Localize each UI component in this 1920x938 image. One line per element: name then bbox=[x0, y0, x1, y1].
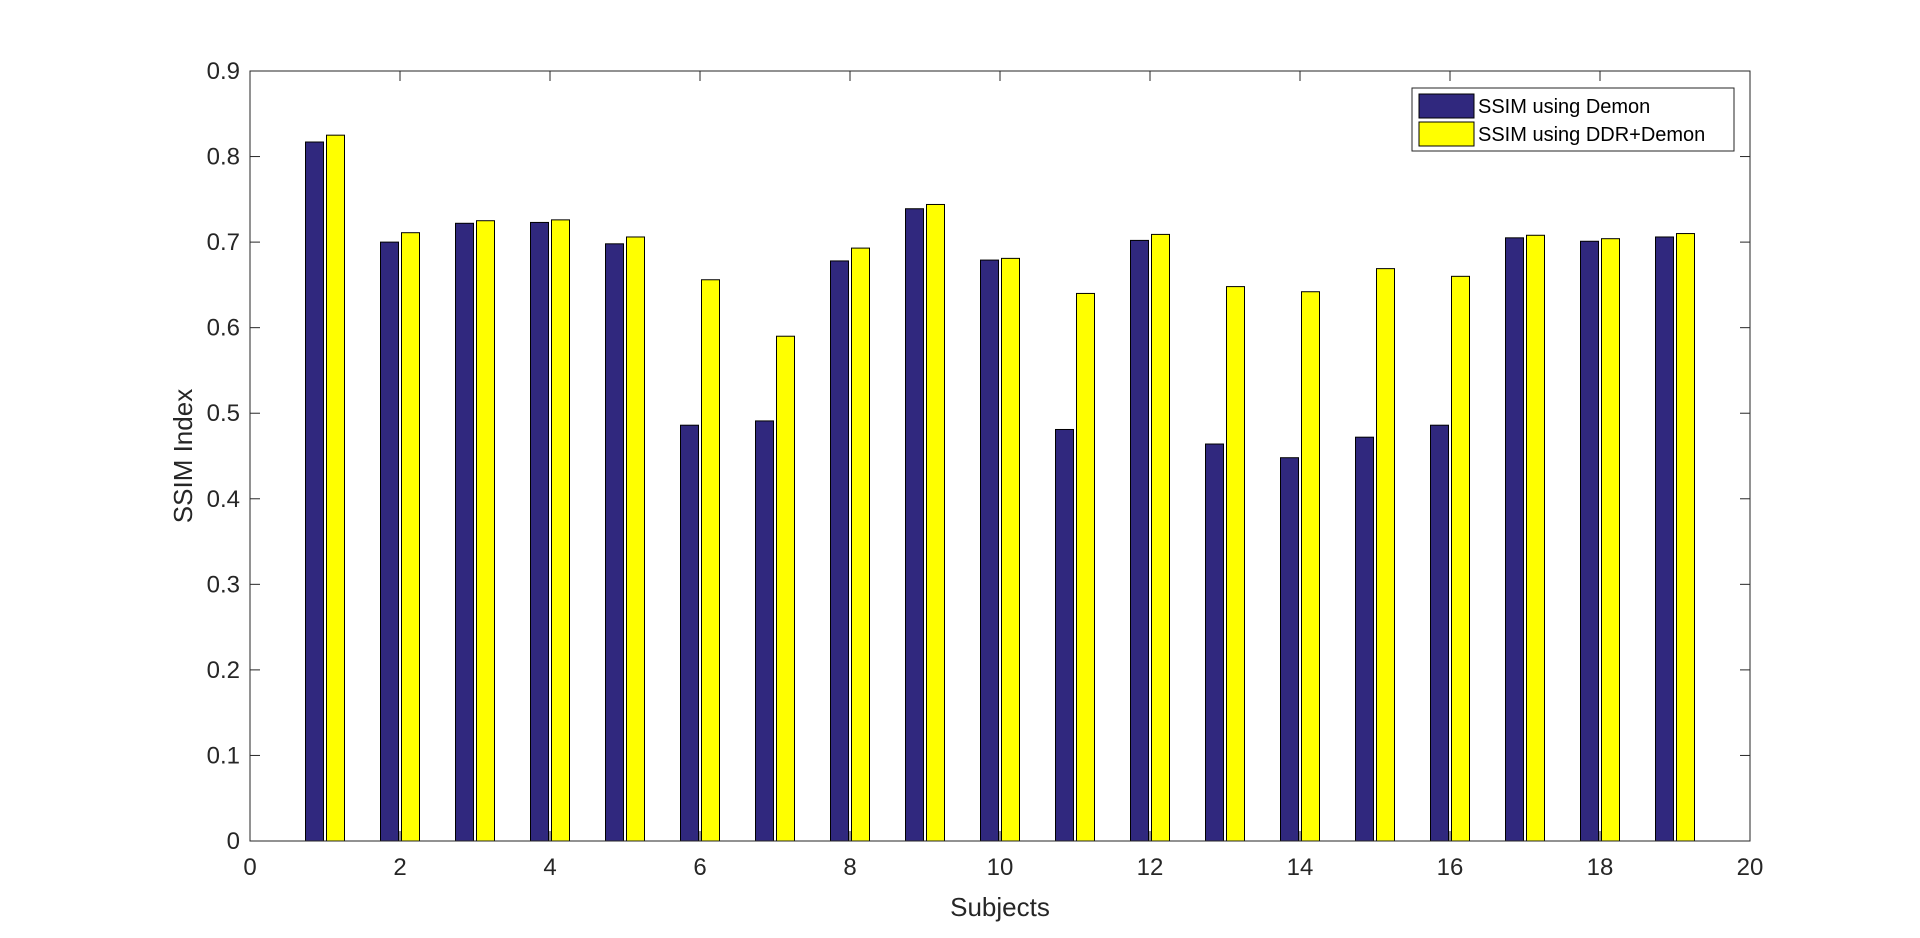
bar-ddr-demon bbox=[776, 335, 795, 842]
bar-demon bbox=[605, 243, 624, 842]
bar-demon bbox=[905, 208, 924, 842]
x-tick-label: 16 bbox=[1437, 854, 1464, 881]
bar-ddr-demon bbox=[1001, 257, 1020, 842]
bar-demon bbox=[1205, 443, 1224, 842]
bar-ddr-demon bbox=[1526, 234, 1545, 842]
bar-ddr-demon bbox=[1451, 275, 1470, 842]
bar-ddr-demon bbox=[701, 279, 720, 842]
bar-demon bbox=[380, 241, 399, 842]
bar-ddr-demon bbox=[626, 236, 645, 842]
x-tick-label: 6 bbox=[693, 854, 706, 881]
bar-demon bbox=[455, 222, 474, 842]
bar-demon bbox=[1055, 428, 1074, 842]
bar-demon bbox=[530, 221, 549, 842]
legend-label-demon: SSIM using Demon bbox=[1478, 96, 1650, 118]
y-tick-label: 0.1 bbox=[207, 742, 240, 769]
bar-ddr-demon bbox=[1376, 268, 1395, 842]
tick-labels-group: 0 2 4 6 8 10 12 14 16 18 20 0 0.1 0.2 0.3 0.4 0.5 0.6 0.7 0… bbox=[207, 58, 1764, 881]
axes-box bbox=[249, 70, 1751, 842]
bar-ddr-demon bbox=[551, 219, 570, 842]
bar-demon bbox=[1655, 236, 1674, 842]
bar-demon bbox=[1130, 239, 1149, 842]
x-tick-label: 20 bbox=[1737, 854, 1764, 881]
y-tick-label: 0.3 bbox=[207, 571, 240, 598]
y-tick-label: 0.6 bbox=[207, 315, 240, 342]
y-tick-label: 0.9 bbox=[207, 58, 240, 85]
bars-group bbox=[305, 134, 1695, 842]
x-tick-label: 10 bbox=[987, 854, 1014, 881]
y-tick-label: 0.7 bbox=[207, 229, 240, 256]
x-tick-label: 12 bbox=[1137, 854, 1164, 881]
x-tick-label: 18 bbox=[1587, 854, 1614, 881]
x-tick-label: 2 bbox=[393, 854, 406, 881]
bar-ddr-demon bbox=[1301, 291, 1320, 842]
bar-demon bbox=[1355, 436, 1374, 842]
bar-ddr-demon bbox=[476, 220, 495, 842]
bar-ddr-demon bbox=[851, 247, 870, 842]
bar-ddr-demon bbox=[1601, 238, 1620, 842]
x-tick-label: 4 bbox=[543, 854, 556, 881]
bar-ddr-demon bbox=[1151, 233, 1170, 842]
bar-demon bbox=[680, 424, 699, 842]
legend-label-ddr-demon: SSIM using DDR+Demon bbox=[1478, 124, 1705, 146]
y-tick-label: 0.5 bbox=[207, 400, 240, 427]
bar-ddr-demon bbox=[926, 203, 945, 842]
x-axis-label: Subjects bbox=[950, 892, 1050, 922]
bar-demon bbox=[1505, 237, 1524, 842]
legend: SSIM using Demon SSIM using DDR+Demon bbox=[1411, 87, 1735, 152]
y-axis-label: SSIM Index bbox=[168, 389, 198, 523]
x-tick-label: 8 bbox=[843, 854, 856, 881]
x-tick-label: 0 bbox=[243, 854, 256, 881]
x-tick-label: 14 bbox=[1287, 854, 1314, 881]
legend-swatch-ddr-demon bbox=[1418, 121, 1475, 147]
bar-ddr-demon bbox=[1226, 286, 1245, 842]
bar-ddr-demon bbox=[1676, 233, 1695, 842]
bar-demon bbox=[1580, 240, 1599, 842]
y-tick-label: 0.4 bbox=[207, 486, 240, 513]
bar-demon bbox=[980, 259, 999, 842]
y-tick-label: 0.8 bbox=[207, 144, 240, 171]
y-tick-label: 0.2 bbox=[207, 657, 240, 684]
bar-ddr-demon bbox=[1076, 292, 1095, 842]
y-tick-label: 0 bbox=[227, 828, 240, 855]
bar-demon bbox=[1280, 457, 1299, 842]
bar-ddr-demon bbox=[401, 232, 420, 842]
plot-area bbox=[250, 71, 1750, 841]
bar-ddr-demon bbox=[326, 134, 345, 842]
bar-demon bbox=[305, 141, 324, 842]
bar-demon bbox=[1430, 424, 1449, 842]
bar-demon bbox=[830, 260, 849, 842]
bar-demon bbox=[755, 420, 774, 842]
legend-swatch-demon bbox=[1418, 93, 1475, 119]
